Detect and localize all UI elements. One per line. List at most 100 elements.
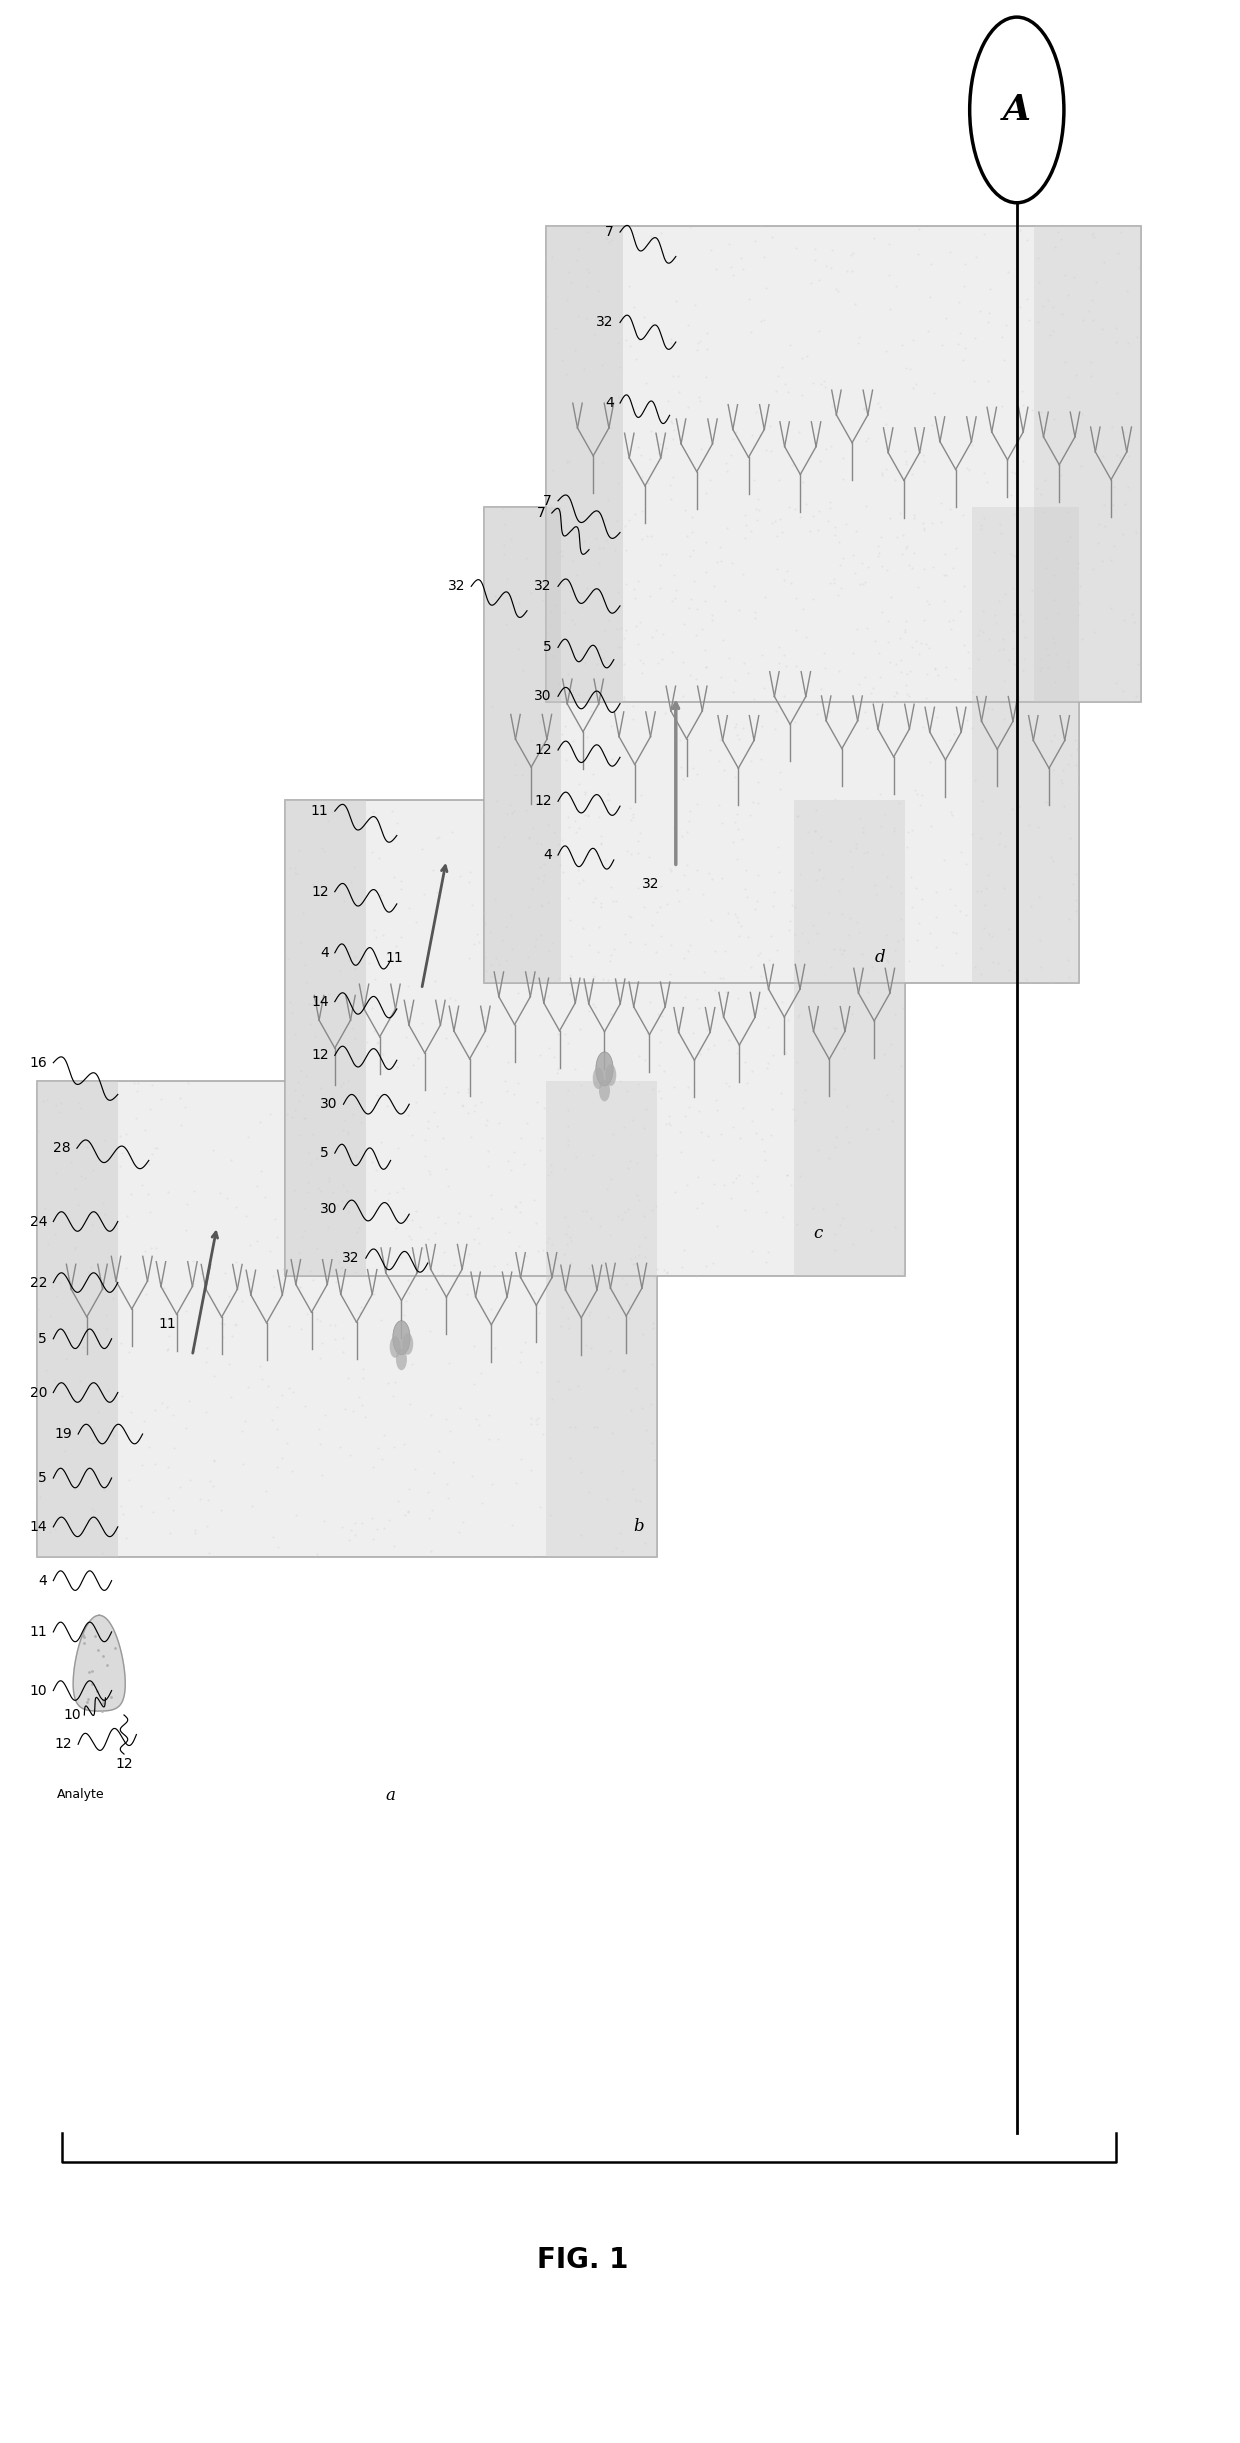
Point <box>785 887 805 926</box>
Point <box>591 884 611 923</box>
Point <box>816 247 836 286</box>
Point <box>264 1517 284 1556</box>
Point <box>368 838 388 877</box>
Polygon shape <box>484 508 560 985</box>
Point <box>673 677 693 716</box>
Point <box>746 1114 766 1153</box>
Point <box>820 564 839 603</box>
Point <box>289 1063 309 1102</box>
Point <box>310 1302 330 1341</box>
Point <box>157 1329 177 1368</box>
Point <box>751 300 771 340</box>
Point <box>646 931 666 970</box>
Point <box>880 498 900 537</box>
Point <box>1126 677 1146 716</box>
Point <box>480 1395 500 1434</box>
Point <box>496 606 516 645</box>
Point <box>702 860 722 899</box>
Text: 32: 32 <box>596 315 614 330</box>
Point <box>347 1212 367 1251</box>
Point <box>856 691 875 730</box>
Point <box>387 1173 407 1212</box>
Point <box>435 1400 455 1439</box>
Point <box>162 1395 182 1434</box>
Point <box>232 1412 252 1451</box>
Point <box>928 699 947 738</box>
Point <box>868 384 888 423</box>
Point <box>547 1239 567 1278</box>
Point <box>625 569 645 608</box>
Point <box>745 222 765 261</box>
Point <box>1092 437 1112 476</box>
Point <box>1122 594 1142 633</box>
Point <box>133 1446 153 1485</box>
Point <box>873 836 893 875</box>
Point <box>1037 547 1056 586</box>
Point <box>510 1226 529 1265</box>
Point <box>934 840 954 879</box>
Point <box>1030 474 1050 513</box>
Point <box>503 792 523 831</box>
Point <box>822 230 842 269</box>
Point <box>565 1048 585 1087</box>
Point <box>1073 300 1092 340</box>
Point <box>905 770 925 809</box>
Point <box>567 1138 587 1178</box>
Point <box>709 980 729 1019</box>
Point <box>496 909 516 948</box>
Point <box>908 774 928 814</box>
Point <box>857 708 877 748</box>
Point <box>308 1300 327 1339</box>
Point <box>398 1490 418 1529</box>
Point <box>971 953 991 992</box>
Point <box>703 1141 723 1180</box>
Point <box>384 1527 404 1566</box>
Point <box>678 305 698 344</box>
Point <box>568 1368 588 1407</box>
Point <box>941 794 961 833</box>
Point <box>565 801 585 840</box>
Point <box>727 794 746 833</box>
Point <box>94 1324 114 1363</box>
Point <box>993 621 1013 660</box>
Point <box>730 1119 750 1158</box>
Circle shape <box>599 1080 610 1102</box>
Point <box>435 1148 455 1187</box>
Point <box>449 1072 469 1112</box>
Point <box>672 1248 692 1287</box>
Point <box>542 1380 562 1419</box>
Point <box>717 508 737 547</box>
Point <box>410 1207 430 1246</box>
Point <box>339 941 358 980</box>
Point <box>613 1532 632 1571</box>
Point <box>393 1168 413 1207</box>
Point <box>1106 308 1126 347</box>
Point <box>258 1366 278 1405</box>
Point <box>522 870 542 909</box>
Point <box>289 1116 309 1156</box>
Point <box>135 1231 155 1270</box>
Point <box>341 1138 361 1178</box>
Point <box>1002 476 1022 515</box>
Point <box>598 782 618 821</box>
Point <box>963 362 983 401</box>
Point <box>971 291 991 330</box>
Point <box>247 1165 267 1204</box>
Point <box>662 357 682 396</box>
Point <box>584 755 604 794</box>
Point <box>481 1200 501 1239</box>
Point <box>579 252 599 291</box>
Point <box>843 235 863 274</box>
Point <box>735 518 755 557</box>
Point <box>429 818 449 857</box>
Point <box>715 445 735 484</box>
Point <box>362 1143 382 1182</box>
Point <box>990 826 1009 865</box>
Point <box>1104 467 1123 506</box>
Point <box>804 1190 823 1229</box>
Point <box>525 1180 544 1219</box>
Point <box>675 1231 694 1270</box>
Point <box>584 1407 604 1446</box>
Point <box>466 1400 486 1439</box>
Point <box>811 669 831 708</box>
